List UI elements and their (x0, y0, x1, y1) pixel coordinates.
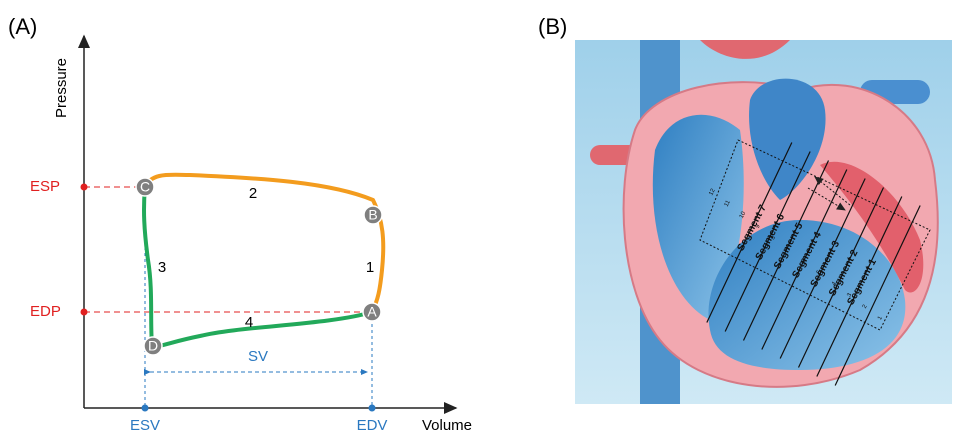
point: B (364, 206, 382, 224)
point-label: D (148, 338, 158, 354)
esp-label: ESP (30, 178, 60, 195)
y-axis-label: Pressure (53, 58, 70, 118)
figure: (A) Pressure Volume ESP EDP ESV EDV SV 1… (0, 0, 964, 434)
ejection-curve (145, 175, 383, 312)
point-label: A (367, 304, 377, 320)
point: C (136, 178, 154, 196)
edp-label: EDP (30, 303, 61, 320)
esv-label: ESV (130, 417, 160, 434)
point-label: B (368, 207, 377, 223)
x-axis-label: Volume (422, 417, 472, 434)
phase-label: 3 (158, 259, 166, 276)
edp-dot (81, 309, 88, 316)
panel-a: (A) Pressure Volume ESP EDP ESV EDV SV 1… (8, 14, 472, 434)
panel-label: (B) (538, 14, 567, 39)
sv-label: SV (248, 348, 268, 365)
point-label: C (140, 179, 150, 195)
phase-label: 4 (245, 314, 253, 331)
panel-label: (A) (8, 14, 37, 39)
point: A (363, 303, 381, 321)
filling-curve (144, 187, 372, 346)
phase-label: 2 (249, 185, 257, 202)
esv-dot (142, 405, 149, 412)
edv-dot (369, 405, 376, 412)
phase-label: 1 (366, 259, 374, 276)
point: D (144, 337, 162, 355)
edv-label: EDV (357, 417, 388, 434)
esp-dot (81, 184, 88, 191)
